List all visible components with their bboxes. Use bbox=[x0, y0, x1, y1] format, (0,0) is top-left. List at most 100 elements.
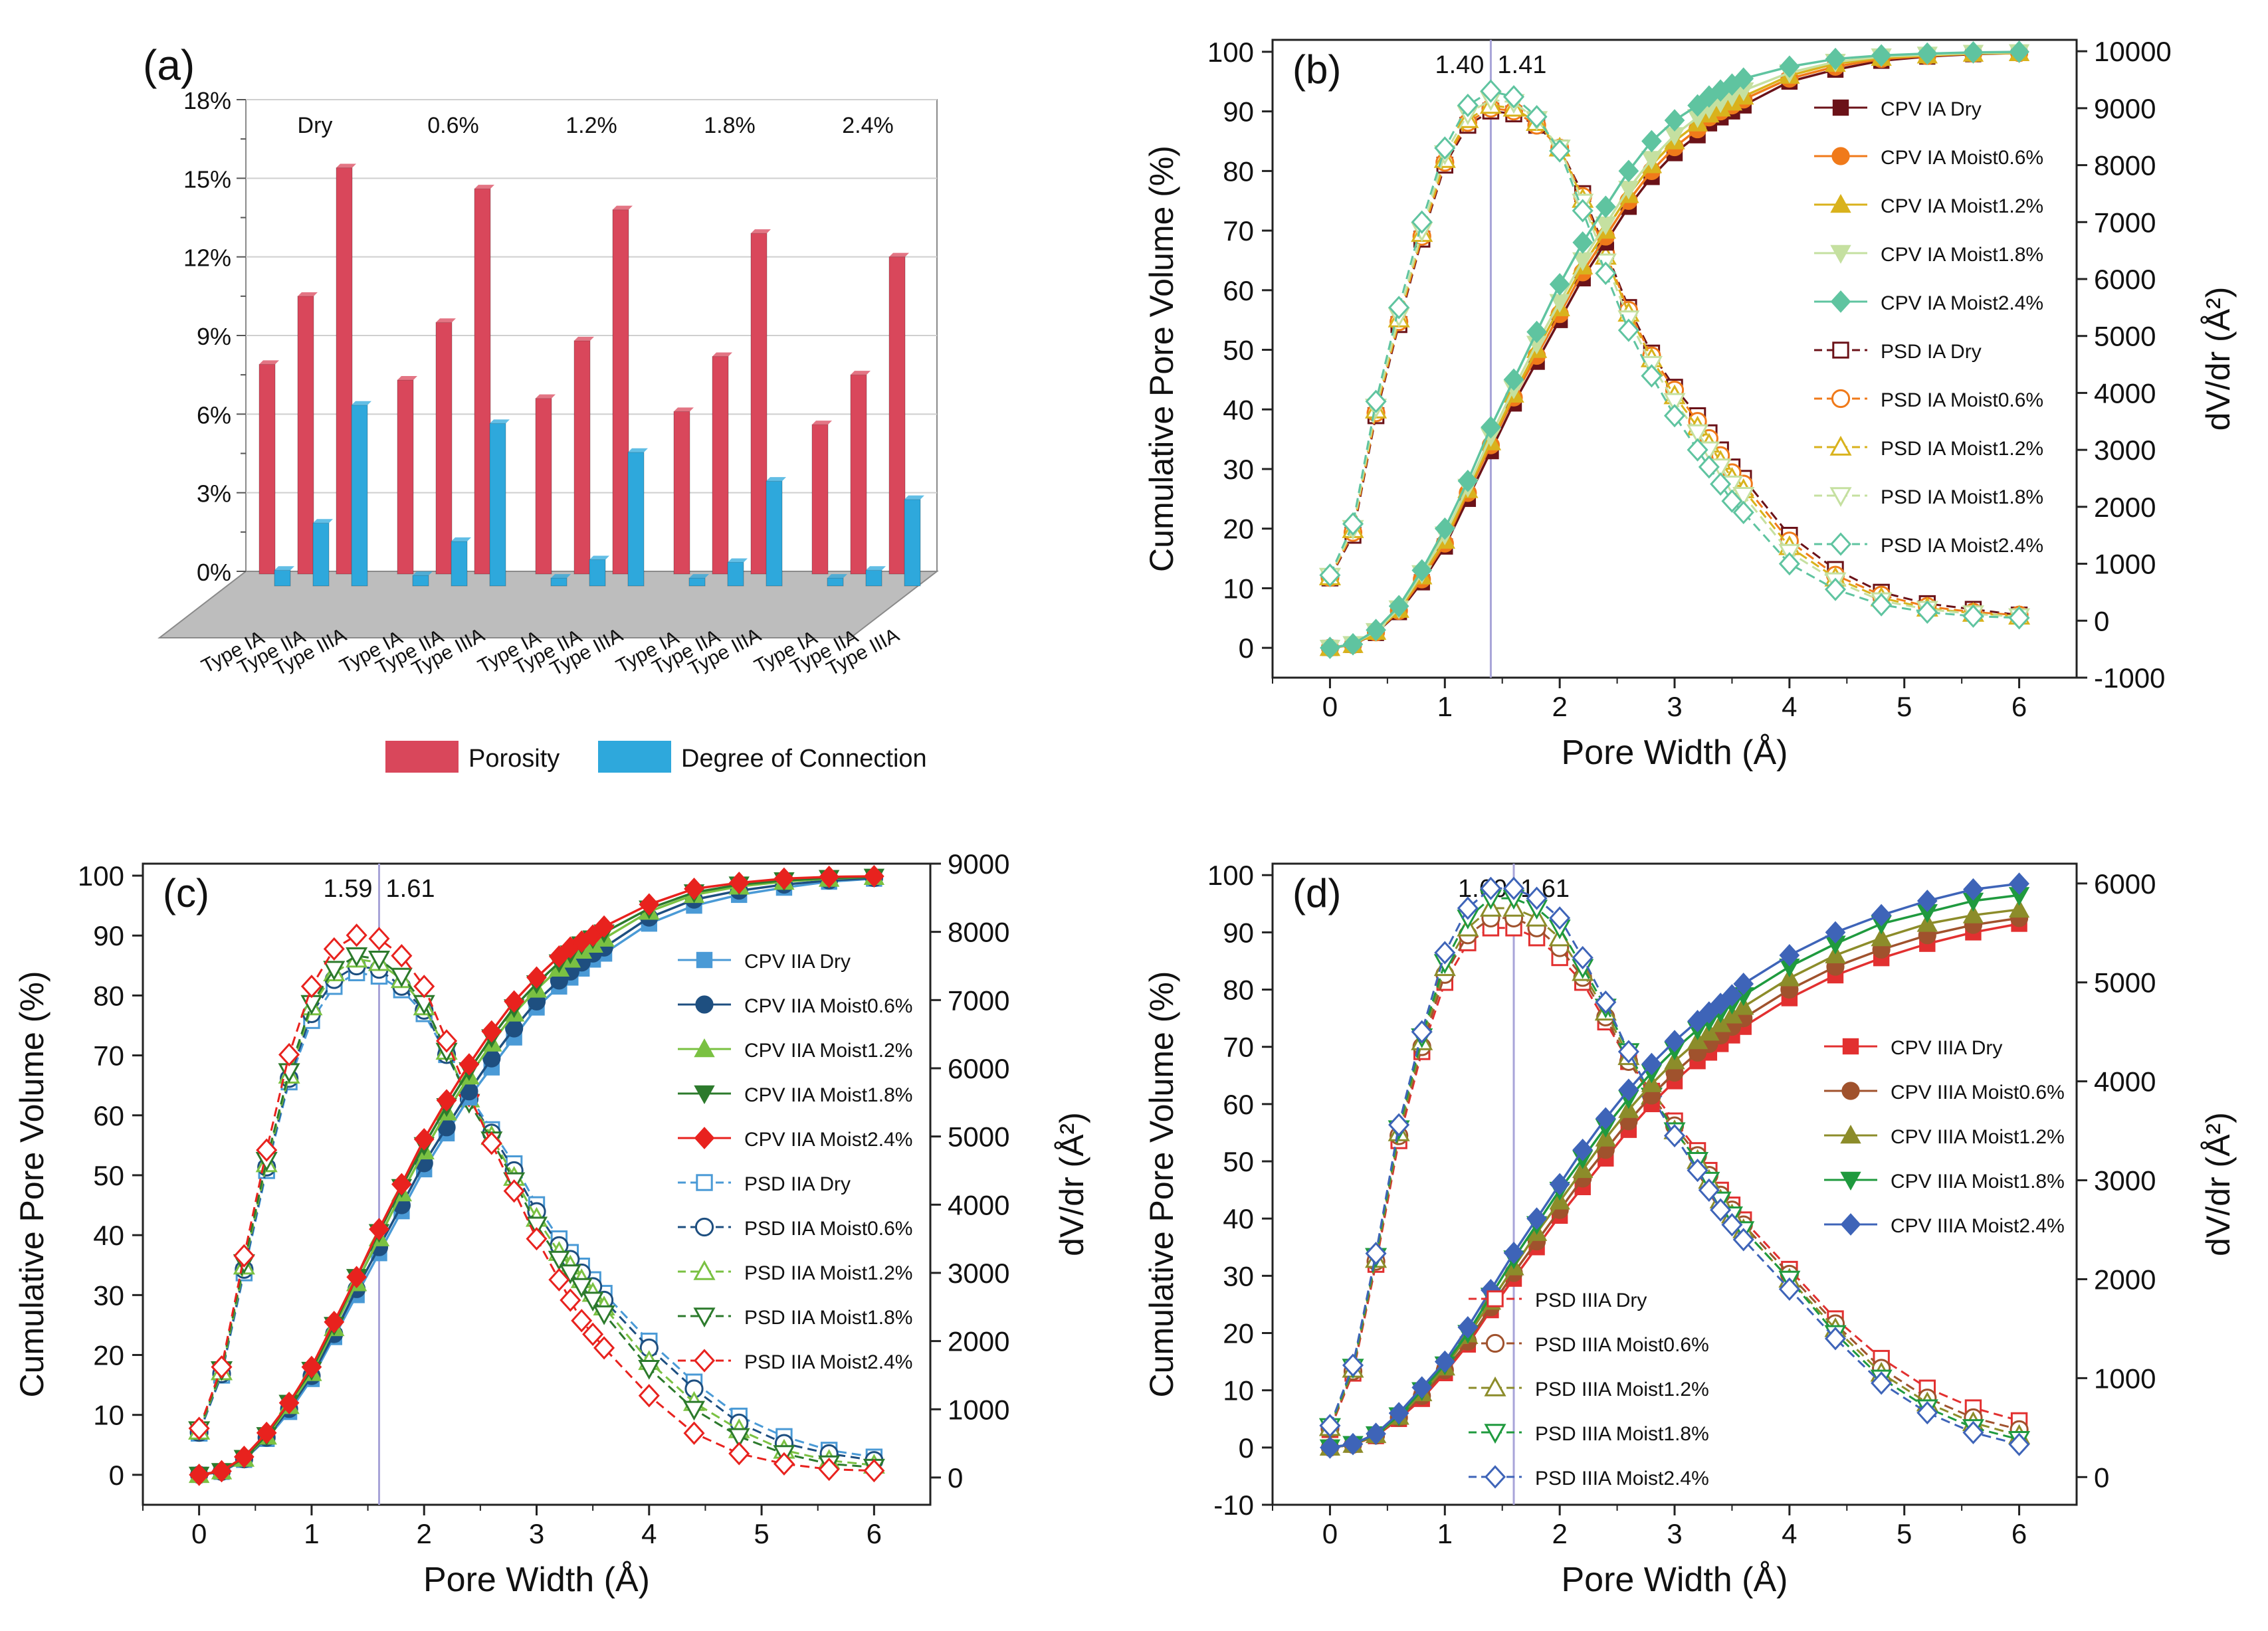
cpv-point bbox=[1572, 1138, 1594, 1161]
x-axis-title: Pore Width (Å) bbox=[1562, 1561, 1788, 1599]
bar-top-connection bbox=[827, 574, 847, 579]
y-right-tick-label: 6000 bbox=[2094, 264, 2156, 295]
x-tick-label: 3 bbox=[1667, 1518, 1682, 1549]
y-right-tick-label: 9000 bbox=[2094, 93, 2156, 124]
cpv-point bbox=[1664, 1030, 1685, 1052]
y-tick-label: 6% bbox=[197, 401, 231, 429]
cpv-point bbox=[324, 1311, 345, 1333]
psd-point bbox=[1365, 389, 1387, 413]
y-right-tick-label: 3000 bbox=[2094, 1165, 2156, 1197]
cpv-point bbox=[2008, 898, 2030, 918]
cpv-point bbox=[211, 1460, 232, 1483]
bar-porosity bbox=[258, 363, 276, 575]
legend-marker bbox=[1829, 487, 1852, 508]
x-tick-label: 4 bbox=[1782, 691, 1797, 722]
legend-marker bbox=[694, 1217, 714, 1237]
psd-point bbox=[559, 1264, 581, 1285]
y-left-tick-label: -10 bbox=[1213, 1489, 1254, 1521]
y-left-axis-title: Cumulative Pore Volume (%) bbox=[1143, 971, 1180, 1398]
bar-top-porosity bbox=[259, 360, 279, 365]
legend-label: PSD IIIA Dry bbox=[1535, 1290, 1647, 1311]
x-tick-label: 1 bbox=[1437, 1518, 1453, 1549]
x-tick-label: 4 bbox=[1782, 1518, 1797, 1549]
cpv-point bbox=[1595, 1107, 1616, 1130]
psd-point bbox=[2008, 606, 2030, 630]
bar-connection bbox=[351, 405, 368, 587]
bar-connection bbox=[412, 575, 429, 587]
psd-point bbox=[368, 927, 390, 951]
psd-point bbox=[582, 1322, 604, 1346]
y-left-tick-label: 60 bbox=[1223, 275, 1254, 306]
y-left-tick-label: 20 bbox=[93, 1340, 124, 1371]
cpv-point bbox=[1916, 42, 1938, 65]
psd-point bbox=[570, 1278, 593, 1298]
legend-label-porosity: Porosity bbox=[468, 745, 560, 773]
y-right-tick-label: 4000 bbox=[2094, 377, 2156, 409]
legend-marker bbox=[1830, 193, 1851, 213]
y-left-tick-label: 90 bbox=[93, 920, 124, 951]
psd-line-m18_IA bbox=[1329, 98, 2019, 618]
legend-marker bbox=[693, 1260, 716, 1280]
y-left-axis-title: Cumulative Pore Volume (%) bbox=[1143, 145, 1180, 572]
panel-b-line-chart: (b) 0 1 2 3 4 5 6 Pore Width (Å) 0 10 20 30 40 50 60 70 8… bbox=[1143, 36, 2237, 772]
psd-point bbox=[571, 1309, 593, 1333]
y-left-tick-label: 30 bbox=[1223, 454, 1254, 485]
y-left-tick-label: 0 bbox=[109, 1460, 124, 1491]
psd-point bbox=[1502, 876, 1525, 900]
bar-top-connection bbox=[628, 448, 648, 452]
cpv-point bbox=[526, 966, 547, 989]
bar-porosity bbox=[297, 296, 314, 575]
bar-top-porosity bbox=[674, 407, 694, 412]
bar-connection bbox=[451, 541, 468, 587]
bar-porosity bbox=[336, 167, 353, 575]
cpv-point bbox=[1481, 416, 1501, 439]
cpv-point bbox=[1595, 195, 1616, 219]
psd-point bbox=[1342, 512, 1364, 536]
cpv-point bbox=[639, 893, 660, 916]
psd-point bbox=[1778, 551, 1800, 576]
cpv-point bbox=[1779, 55, 1800, 78]
psd-point bbox=[1663, 393, 1686, 413]
psd-line-m12_IA bbox=[1329, 104, 2019, 617]
cpv-point bbox=[1963, 41, 1984, 64]
psd-point bbox=[1871, 1371, 1893, 1395]
psd-point bbox=[1710, 472, 1732, 496]
x-tick-label: 4 bbox=[641, 1518, 657, 1549]
x-tick-label: 5 bbox=[754, 1518, 769, 1549]
y-right-tick-label: 5000 bbox=[2094, 967, 2156, 999]
bar-porosity bbox=[474, 188, 491, 575]
bar-connection bbox=[727, 561, 744, 587]
cpv-point bbox=[391, 1173, 412, 1196]
psd-line-m24_IIA bbox=[198, 934, 875, 1472]
bar-top-connection bbox=[689, 574, 709, 579]
legend-marker bbox=[1841, 1082, 1860, 1100]
peak-label: 1.59 bbox=[324, 875, 373, 903]
legend-label: PSD IA Moist0.6% bbox=[1881, 389, 2043, 411]
legend-marker bbox=[695, 995, 714, 1014]
cpv-point bbox=[1687, 94, 1708, 117]
bar-top-connection bbox=[589, 555, 609, 560]
legend-label: PSD IIA Moist2.4% bbox=[744, 1351, 912, 1373]
cpv-point bbox=[864, 865, 884, 888]
y-right-tick-label: 7000 bbox=[2094, 207, 2156, 238]
psd-point bbox=[1388, 296, 1410, 320]
psd-point bbox=[773, 1452, 795, 1476]
cpv-point bbox=[413, 1127, 435, 1151]
bar-top-connection bbox=[451, 537, 471, 541]
psd-point bbox=[863, 1459, 885, 1483]
psd-point bbox=[1824, 1327, 1847, 1351]
cpv-point bbox=[1503, 1242, 1524, 1264]
bar-top-porosity bbox=[889, 252, 909, 257]
y-left-tick-label: 100 bbox=[1207, 37, 1254, 68]
psd-point bbox=[278, 1042, 300, 1067]
bar-connection bbox=[827, 577, 844, 587]
bar-connection bbox=[550, 577, 567, 587]
y-tick-label: 12% bbox=[183, 244, 231, 272]
legend-label: CPV IIIA Moist0.6% bbox=[1891, 1082, 2065, 1103]
bar-top-connection bbox=[766, 477, 786, 482]
cpv-point bbox=[1825, 47, 1846, 70]
y-right-tick-label: 1000 bbox=[2094, 1363, 2156, 1394]
bar-top-porosity bbox=[613, 205, 633, 210]
y-right-tick-label: 6000 bbox=[948, 1053, 1009, 1084]
legend-marker bbox=[696, 951, 713, 969]
